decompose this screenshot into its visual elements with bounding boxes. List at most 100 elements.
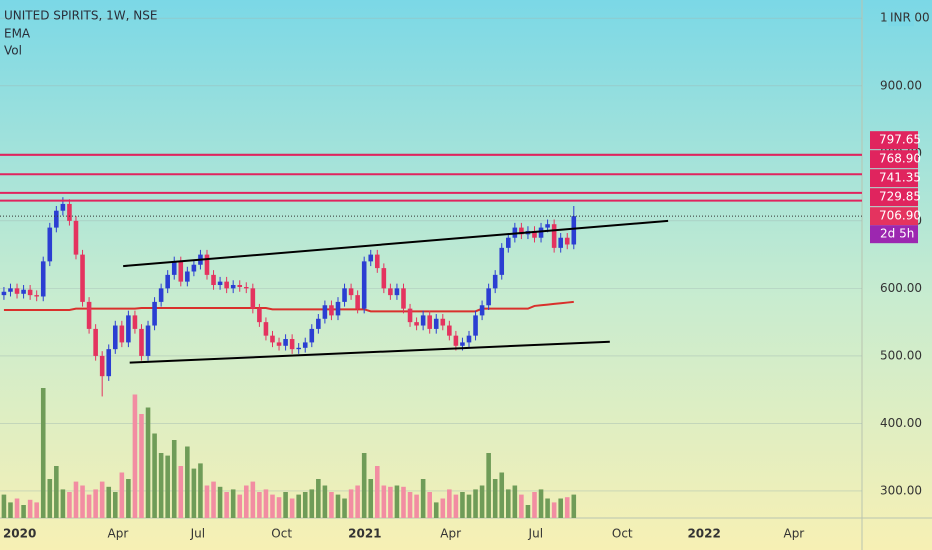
candle-body [178,261,184,282]
volume-bar [374,466,380,518]
candle-body [47,227,53,262]
last-price-label: 706.90 [879,209,921,223]
volume-bar [361,453,367,518]
volume-bar [99,481,105,518]
candle-body [479,305,485,316]
candle-body [158,288,164,302]
volume-bar [132,394,138,518]
volume-bar [401,486,406,518]
candle-body [538,227,544,238]
legend-ema: EMA [4,27,31,41]
candle-body [374,254,380,269]
candle-body [335,301,341,316]
x-tick-label: 2021 [348,527,381,541]
x-tick-label: Jul [190,527,205,541]
candle-body [466,335,472,343]
candle-body [394,288,400,296]
volume-bar [551,502,557,518]
candle-body [27,289,33,296]
volume-bar [263,489,269,518]
candle-body [532,230,537,238]
candle-body [492,274,498,289]
volume-bar [505,489,511,518]
volume-bar [329,492,334,518]
candle-body [211,274,216,286]
candle-body [571,216,577,245]
y-tick-label: 400.00 [880,416,922,430]
candle-body [289,339,295,350]
volume-bar [106,486,112,518]
volume-bar [433,502,439,518]
volume-bar [8,502,13,518]
x-tick-label: Oct [612,527,633,541]
volume-bar [34,502,39,518]
volume-bar [27,499,33,518]
y-tick-label: 300.00 [880,483,922,497]
volume-bar [545,498,550,518]
volume-bar [492,479,498,518]
x-tick-label: Apr [783,527,804,541]
volume-bar [453,494,459,518]
candle-body [348,288,354,296]
candle-body [257,308,262,323]
candle-body [237,285,243,288]
candle-body [93,328,98,356]
candle-body [126,315,131,343]
candle-body [329,305,334,316]
candle-body [139,328,144,356]
volume-bar [283,492,288,518]
candle-body [171,261,177,275]
volume-bar [420,479,426,518]
level-label-bg [870,169,918,188]
volume-bar [67,492,72,518]
candle-body [473,315,478,336]
volume-bar [40,388,46,518]
volume-bar [473,489,478,518]
candle-body [342,288,347,302]
volume-bar [381,485,387,518]
candle-body [80,254,85,302]
trendline [123,219,669,268]
candle-body [14,288,20,294]
volume-bar [165,455,170,518]
level-label: 797.65 [879,133,921,147]
volume-bar [368,479,374,518]
ema-line [3,300,574,313]
candle-body [185,271,190,282]
volume-bar [296,494,301,518]
candle-body [224,281,229,289]
candle-body [1,291,7,296]
volume-bar [460,492,465,518]
candle-body [355,295,360,309]
candle-body [270,335,275,343]
plot [0,153,862,518]
volume-bar [73,481,79,518]
volume-bar [191,468,197,518]
candle-body [401,288,406,309]
volume-bar [427,492,432,518]
volume-bar [486,453,491,518]
volume-bar [204,485,210,518]
candle-body [40,261,46,297]
candle-body [67,203,72,221]
candle-body [217,281,223,286]
candle-body [21,289,26,294]
countdown-bg [870,225,918,244]
volume-bar [86,494,92,518]
volume-bar [152,433,157,518]
candle-body [283,339,288,346]
volume-bar [145,407,151,518]
volume-bar [512,485,518,518]
volume-bar [270,494,275,518]
candle-body [368,254,374,262]
y-tick-label: 500.00 [880,348,922,362]
candle-body [243,287,249,289]
candle-body [296,347,301,350]
candle-body [309,328,315,343]
candle-body [60,203,66,211]
candle-body [440,318,446,326]
candle-body [34,295,39,297]
candle-body [73,220,79,255]
volume-bar [1,494,7,518]
candle-body [54,210,59,228]
